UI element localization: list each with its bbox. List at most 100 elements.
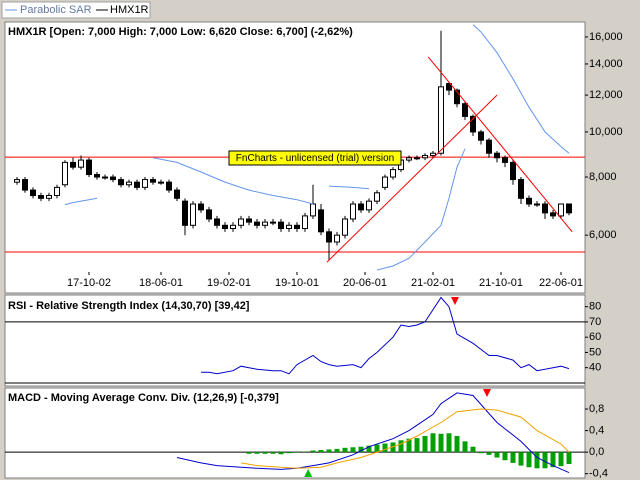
candle-body xyxy=(422,154,428,159)
signal-marker xyxy=(304,469,313,477)
candle-body xyxy=(206,209,212,220)
candle-body xyxy=(462,103,468,117)
candle-body xyxy=(22,179,28,191)
histogram-bar xyxy=(366,445,372,453)
candle-body xyxy=(190,203,196,226)
candle-body xyxy=(350,203,356,220)
candle-body xyxy=(310,203,316,217)
histogram-bar xyxy=(398,440,404,453)
histogram-bar xyxy=(438,433,444,453)
x-tick-label: 19-10-01 xyxy=(275,277,319,289)
histogram-bar xyxy=(294,452,300,453)
candle-body xyxy=(366,200,372,211)
annotation-box xyxy=(228,150,402,166)
candle-body xyxy=(334,234,340,243)
histogram-bar xyxy=(406,438,412,453)
candle-body xyxy=(142,179,148,188)
series-line xyxy=(176,392,570,474)
signal-marker xyxy=(483,389,491,397)
signal-marker xyxy=(451,297,459,305)
histogram-bar xyxy=(478,452,484,454)
candle-body xyxy=(438,86,444,154)
histogram-bar xyxy=(494,452,500,458)
y-tick-label: 60 xyxy=(589,331,601,343)
histogram-bar xyxy=(278,452,284,455)
candle-body xyxy=(302,215,308,230)
histogram-bar xyxy=(246,452,252,454)
rsi-panel xyxy=(4,294,586,387)
x-tick-label: 21-10-01 xyxy=(479,277,523,289)
candle-body xyxy=(134,181,140,188)
candle-body xyxy=(326,231,332,243)
histogram-bar xyxy=(534,452,540,469)
y-tick-label: 0,4 xyxy=(589,424,604,436)
candle-body xyxy=(246,218,252,223)
candle-body xyxy=(30,189,36,197)
candle-body xyxy=(278,221,284,230)
candle-body xyxy=(38,195,44,199)
candle-body xyxy=(174,189,180,199)
candle-body xyxy=(94,174,100,178)
series-line xyxy=(240,408,570,469)
candle-body xyxy=(126,181,132,186)
y-tick-label: 40 xyxy=(589,362,601,374)
histogram-bar xyxy=(542,452,548,469)
candle-body xyxy=(54,186,60,197)
candle-body xyxy=(110,176,116,181)
candle-body xyxy=(526,197,532,205)
candle-body xyxy=(342,218,348,236)
x-tick-label: 17-10-02 xyxy=(67,277,111,289)
y-tick-label: 16,000 xyxy=(589,31,623,43)
candle-body xyxy=(414,157,420,160)
candle-body xyxy=(454,89,460,105)
plots: 6,000 8,000 10,000 12,000 14,000 16,000 17-10-… xyxy=(5,24,623,480)
histogram-bar xyxy=(558,452,564,467)
histogram-bar xyxy=(318,449,324,453)
y-tick-label: 0,8 xyxy=(589,403,604,415)
candle-body xyxy=(470,115,476,133)
histogram-bar xyxy=(414,438,420,453)
candle-body xyxy=(502,157,508,163)
legend-label: HMX1R xyxy=(110,4,149,16)
panel-title: HMX1R [Open: 7,000 High: 7,000 Low: 6,62… xyxy=(8,26,353,38)
candle-body xyxy=(182,200,188,226)
histogram-bar xyxy=(382,443,388,453)
histogram-bar xyxy=(430,433,436,453)
histogram-bar xyxy=(486,452,492,455)
candle-body xyxy=(198,203,204,211)
candle-body xyxy=(294,224,300,230)
candle-body xyxy=(318,209,324,233)
candle-body xyxy=(382,176,388,188)
macd-panel xyxy=(4,387,586,479)
y-tick-label: 0,0 xyxy=(589,446,604,458)
candle-body xyxy=(78,159,84,168)
candle-body xyxy=(534,203,540,206)
y-tick-label: -0,4 xyxy=(589,468,608,480)
candle-body xyxy=(518,179,524,199)
series-line xyxy=(201,296,570,375)
panel-title: RSI - Relative Strength Index (14,30,70)… xyxy=(8,300,250,312)
histogram-bar xyxy=(566,452,572,464)
candle-body xyxy=(550,212,556,217)
histogram-bar xyxy=(518,452,524,466)
y-tick-label: 12,000 xyxy=(589,89,623,101)
histogram-bar xyxy=(422,435,428,453)
candle-body xyxy=(486,139,492,154)
candle-body xyxy=(566,203,572,214)
series-line xyxy=(326,94,498,263)
histogram-bar xyxy=(510,452,516,463)
histogram-bar xyxy=(454,435,460,453)
candle-body xyxy=(430,152,436,156)
histogram-bar xyxy=(446,433,452,453)
histogram-bar xyxy=(310,450,316,453)
candle-body xyxy=(406,157,412,161)
histogram-bar xyxy=(334,448,340,453)
x-tick-label: 18-06-01 xyxy=(139,277,183,289)
x-tick-label: 19-02-01 xyxy=(207,277,251,289)
y-tick-label: 50 xyxy=(589,346,601,358)
annotation: FnCharts - unlicensed (trial) version xyxy=(236,153,394,164)
legend-label: Parabolic SAR xyxy=(20,4,92,16)
histogram-bar xyxy=(262,452,268,454)
histogram-bar xyxy=(350,447,356,453)
